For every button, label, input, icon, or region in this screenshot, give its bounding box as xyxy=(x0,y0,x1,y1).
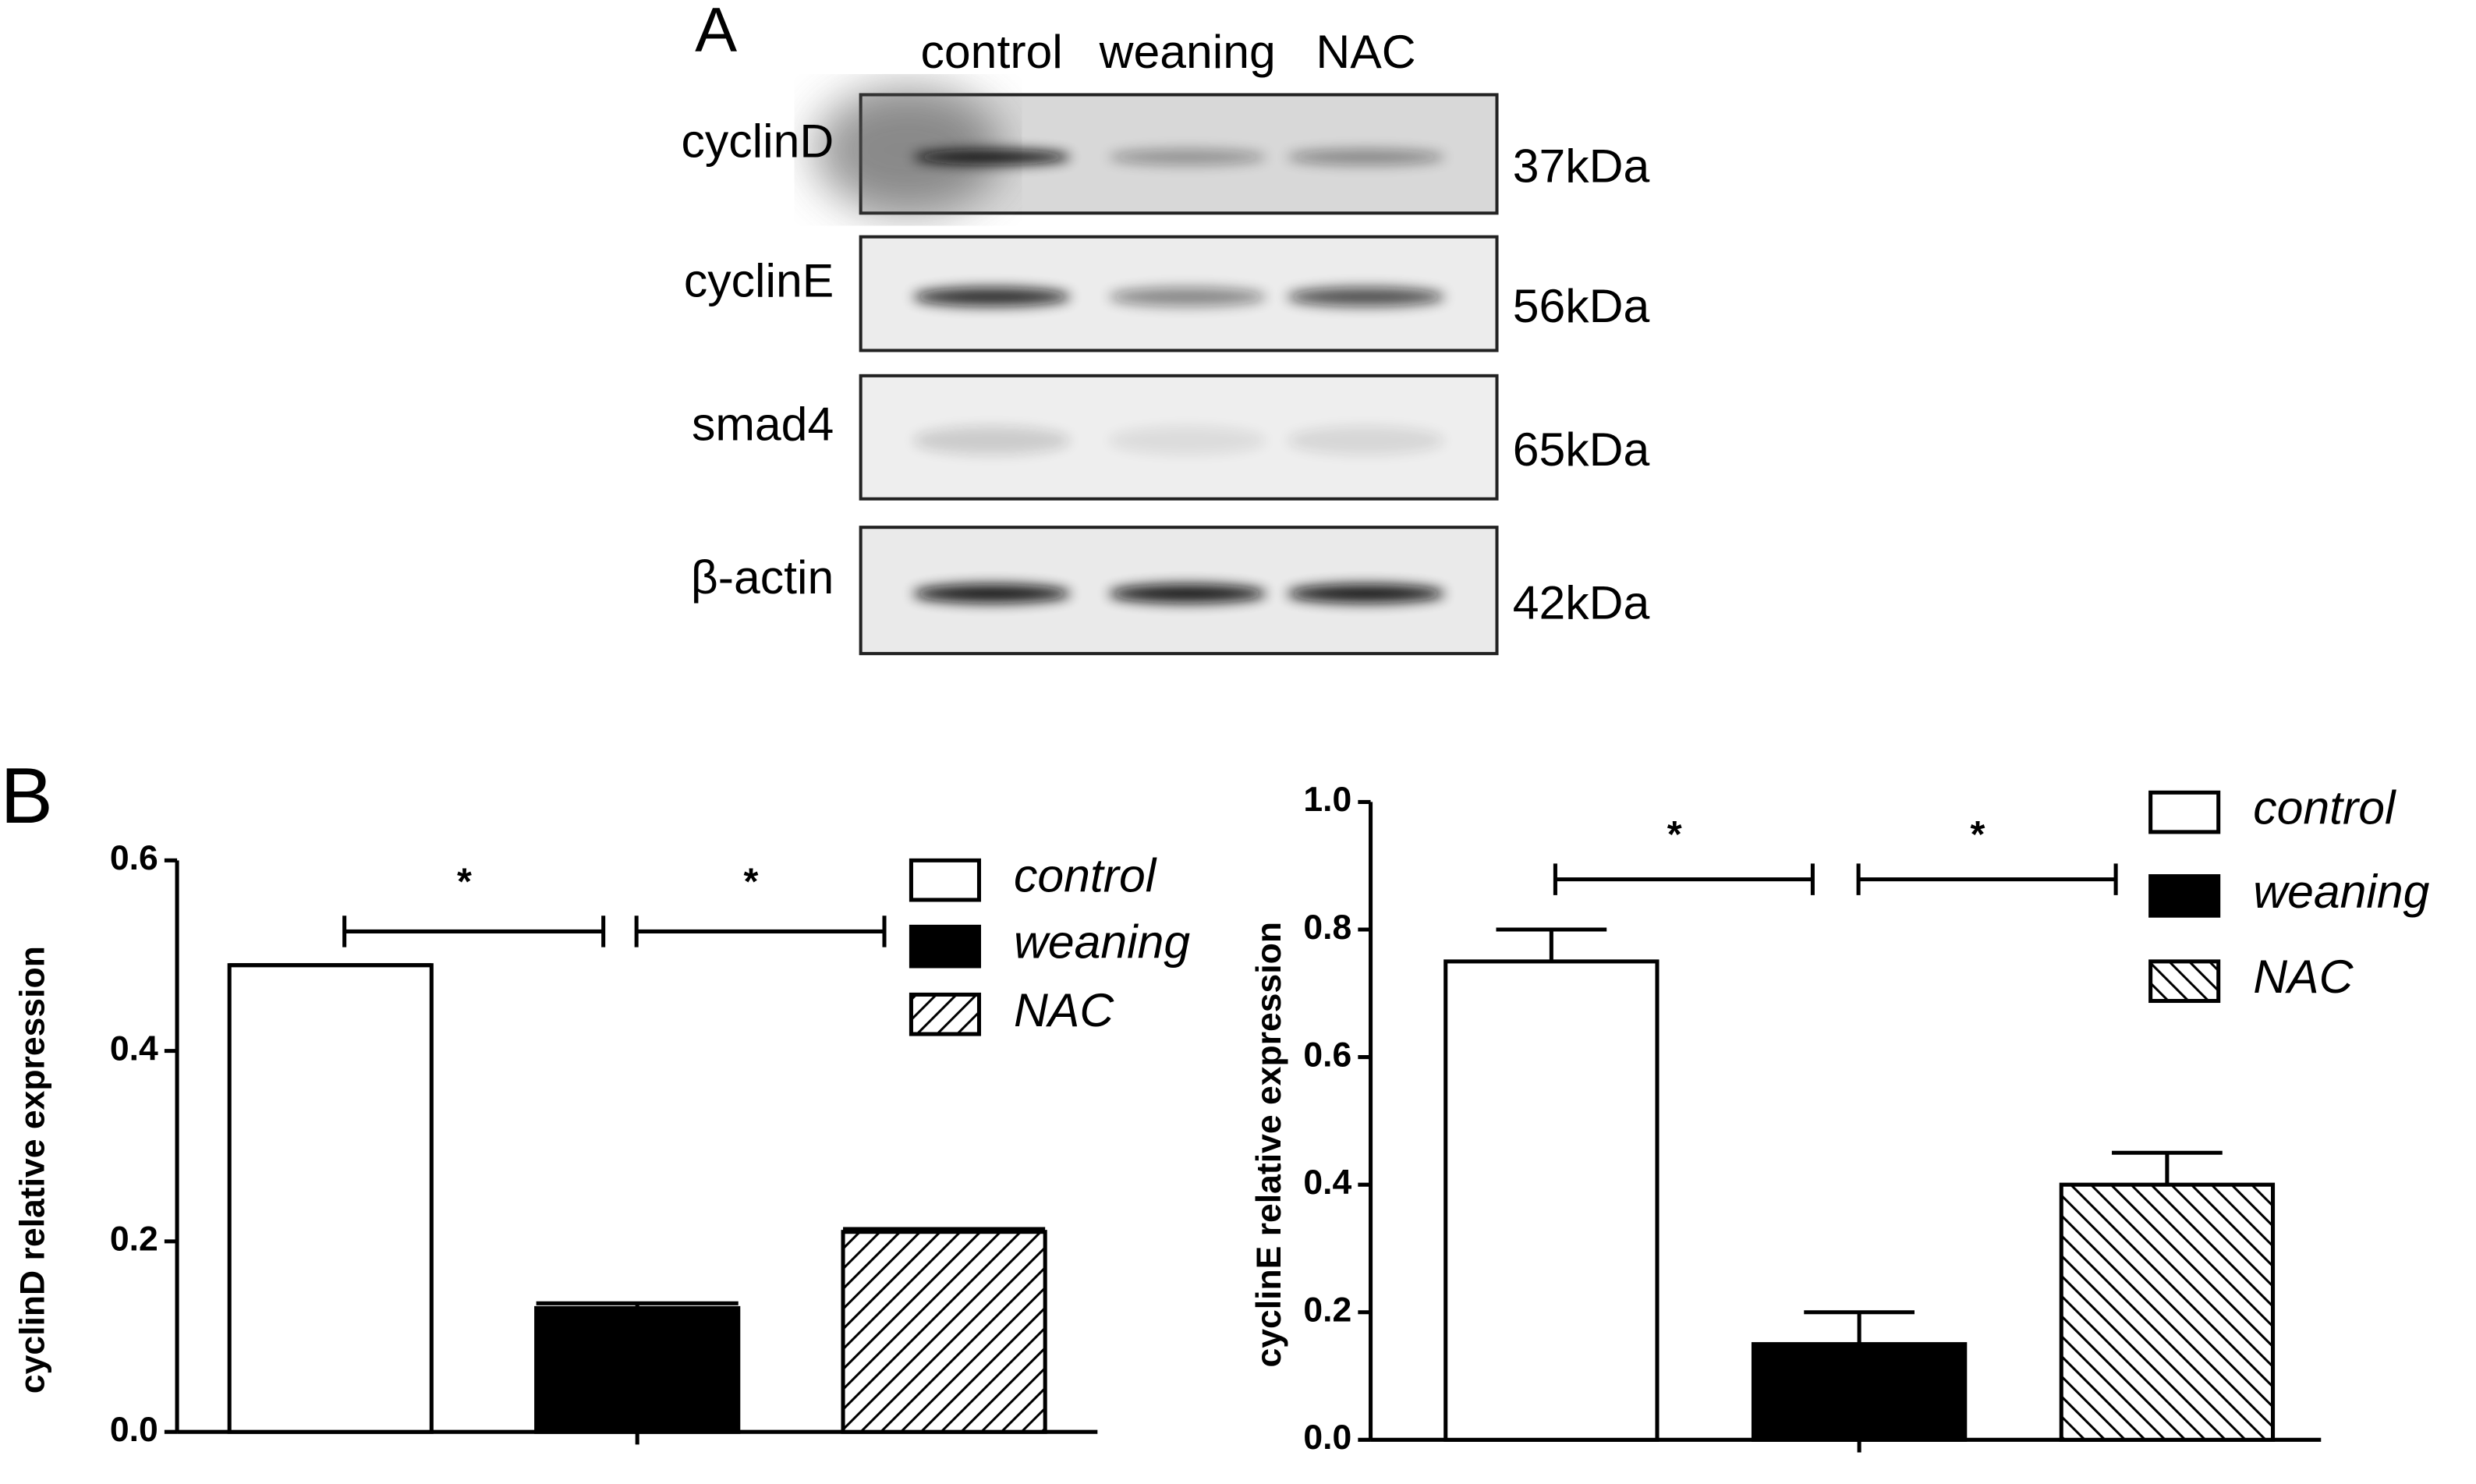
blot-band xyxy=(1287,287,1445,306)
y-tick-label: 0.6 xyxy=(1303,1036,1351,1074)
blot-band xyxy=(912,426,1071,455)
legend-swatch xyxy=(909,858,982,902)
blot-band xyxy=(1108,149,1266,165)
legend-swatch xyxy=(2148,874,2221,918)
error-bar xyxy=(1496,927,1607,962)
y-tick-label: 1.0 xyxy=(1303,781,1351,819)
significance-star: * xyxy=(743,861,758,903)
legend-label: NAC xyxy=(1014,983,1114,1036)
blot-band xyxy=(1108,287,1266,306)
lane-label: NAC xyxy=(1316,25,1415,78)
error-bar xyxy=(1804,1310,1915,1344)
y-tick-label: 0.8 xyxy=(1303,908,1351,947)
blot-band xyxy=(1287,426,1445,455)
legend-swatch xyxy=(2148,790,2221,834)
y-tick-label: 0.6 xyxy=(110,839,158,877)
bar xyxy=(227,963,434,1434)
significance-star: * xyxy=(457,861,472,903)
legend-label: weaning xyxy=(2253,865,2429,918)
bar xyxy=(534,1305,741,1434)
bar xyxy=(1443,959,1660,1442)
lane-label: weaning xyxy=(1099,25,1276,78)
error-bar xyxy=(2112,1150,2223,1185)
significance-star: * xyxy=(1971,813,1985,855)
blot-band xyxy=(912,149,1071,165)
error-bar xyxy=(536,1301,739,1309)
y-axis-label: cyclinD relative expression xyxy=(14,946,52,1394)
blot-band xyxy=(1108,584,1266,604)
legend-swatch xyxy=(909,992,982,1036)
significance-bracket xyxy=(1553,863,1815,895)
size-label: 56kDa xyxy=(1513,279,1650,332)
panel-label: B xyxy=(0,752,53,840)
y-tick-label: 0.2 xyxy=(110,1220,158,1259)
significance-star: * xyxy=(1667,813,1682,855)
protein-label: β-actin xyxy=(691,551,834,604)
y-tick-label: 0.4 xyxy=(1303,1163,1351,1202)
protein-label: cyclinD xyxy=(682,114,834,167)
significance-bracket xyxy=(634,916,887,947)
legend-swatch xyxy=(2148,959,2221,1004)
size-label: 42kDa xyxy=(1513,576,1650,629)
legend-swatch xyxy=(909,924,982,969)
blot-band xyxy=(1287,149,1445,165)
panel-label: A xyxy=(695,0,737,66)
y-tick-label: 0.4 xyxy=(110,1029,158,1068)
significance-bracket xyxy=(342,916,606,947)
blot-smear xyxy=(813,87,1003,214)
size-label: 37kDa xyxy=(1513,140,1650,193)
legend-label: control xyxy=(1014,849,1157,902)
bar xyxy=(841,1230,1047,1434)
error-bar xyxy=(843,1227,1046,1232)
protein-label: cyclinE xyxy=(684,253,834,306)
protein-label: smad4 xyxy=(692,398,834,451)
size-label: 65kDa xyxy=(1513,423,1650,476)
blot-band xyxy=(1108,426,1266,455)
legend-label: weaning xyxy=(1014,916,1190,969)
y-tick-label: 0.0 xyxy=(110,1411,158,1449)
y-tick-label: 0.2 xyxy=(1303,1291,1351,1330)
blot-band xyxy=(912,287,1071,306)
blot-band xyxy=(912,584,1071,604)
significance-bracket xyxy=(1856,863,2118,895)
lane-label: control xyxy=(921,25,1063,78)
y-axis-label: cyclinE relative expression xyxy=(1250,922,1288,1368)
legend-label: NAC xyxy=(2253,950,2354,1003)
bar xyxy=(2059,1182,2276,1442)
blot-band xyxy=(1287,584,1445,604)
bar xyxy=(1751,1342,1968,1442)
legend-label: control xyxy=(2253,781,2396,834)
y-tick-label: 0.0 xyxy=(1303,1418,1351,1457)
